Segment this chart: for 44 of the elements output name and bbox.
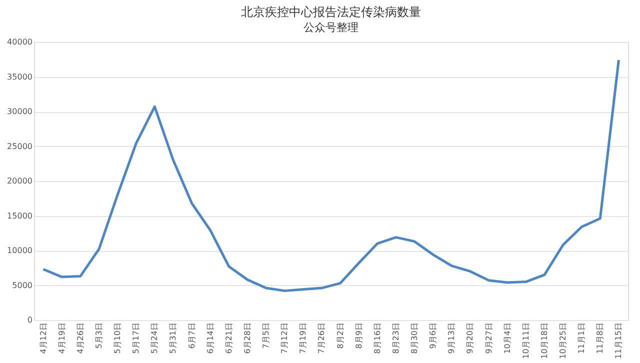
x-tick-label: 10月18日: [540, 322, 549, 359]
x-tick-label: 6月14日: [206, 322, 215, 354]
x-tick-label: 4月26日: [76, 322, 85, 354]
x-tick-label: 6月21日: [224, 322, 234, 354]
x-tick-label: 10月4日: [502, 322, 512, 354]
y-tick-label: 10000: [7, 246, 32, 255]
x-tick-label: 11月8日: [596, 322, 605, 354]
x-tick-label: 11月1日: [577, 322, 586, 354]
x-tick-label: 9月13日: [447, 322, 456, 354]
y-tick-label: 5000: [12, 280, 32, 290]
x-tick-label: 9月6日: [428, 322, 438, 349]
x-tick-label: 10月25日: [558, 322, 568, 359]
y-tick-label: 0: [27, 316, 32, 324]
x-tick-label: 5月3日: [94, 322, 104, 349]
x-tick-label: 8月2日: [336, 322, 345, 349]
y-tick-label: 15000: [7, 211, 32, 220]
x-tick-label: 10月11日: [521, 322, 530, 359]
x-tick-label: 5月17日: [132, 322, 141, 354]
y-tick-label: 30000: [7, 107, 32, 116]
x-tick-label: 9月20日: [466, 322, 475, 354]
y-tick-label: 40000: [7, 38, 32, 46]
x-tick-label: 8月30日: [410, 322, 420, 354]
x-tick-label: 7月12日: [280, 322, 290, 354]
x-tick-label: 7月26日: [317, 322, 326, 354]
x-tick-label: 4月19日: [57, 322, 66, 354]
line-series: [42, 58, 620, 292]
x-tick-label: 6月7日: [187, 322, 196, 349]
x-tick-label: 9月27日: [484, 322, 494, 354]
x-tick-label: 4月12日: [38, 322, 48, 354]
x-tick-label: 6月28日: [242, 322, 252, 354]
x-tick-label: 8月9日: [354, 322, 364, 349]
x-tick-label: 11月15日: [614, 322, 624, 359]
y-tick-label: 35000: [7, 72, 32, 82]
y-tick-label: 20000: [7, 176, 32, 186]
y-tick-label: 25000: [7, 142, 32, 151]
x-tick-label: 5月10日: [113, 322, 122, 354]
x-tick-label: 8月23日: [391, 322, 400, 354]
x-tick-label: 5月31日: [168, 322, 178, 354]
x-tick-label: 8月16日: [372, 322, 382, 354]
chart-title: 北京疾控中心报告法定传染病数量: [241, 5, 421, 19]
x-tick-label: 7月19日: [298, 322, 308, 354]
x-tick-label: 5月24日: [150, 322, 160, 354]
x-tick-label: 7月5日: [262, 322, 271, 349]
chart-subtitle: 公众号整理: [304, 21, 358, 34]
